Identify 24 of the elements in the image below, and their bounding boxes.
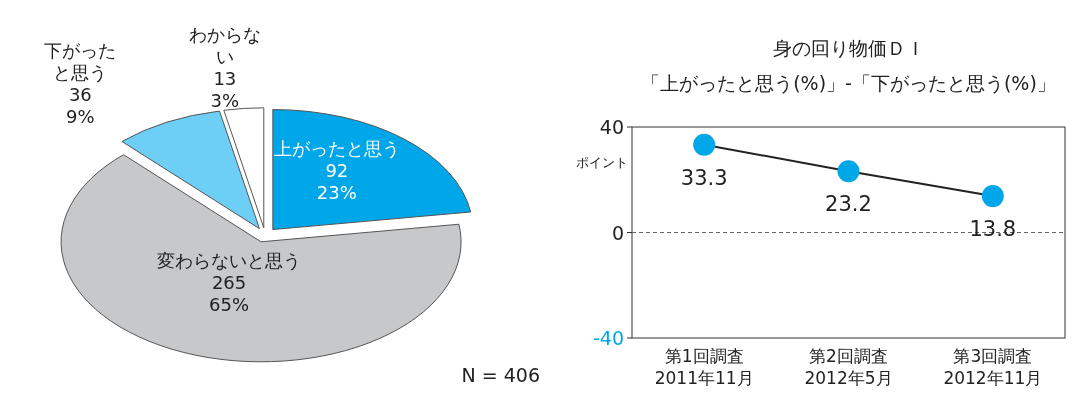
x-tick-label: 第3回調査 2012年11月 xyxy=(943,346,1043,388)
data-label: 13 3% xyxy=(210,67,240,111)
data-label: 92 23% xyxy=(316,160,357,204)
point xyxy=(837,160,860,183)
chart-subtitle: 「上がったと思う(%)」-「下がったと思う(%)」 xyxy=(641,72,1056,94)
text: N = 406 xyxy=(461,364,540,386)
data-label: 265 65% xyxy=(209,272,250,316)
data-label: 33.3 xyxy=(680,165,728,190)
slice-label: わからない xyxy=(188,23,261,67)
data-label: 13.8 xyxy=(969,217,1017,242)
data-label: 36 9% xyxy=(66,83,95,127)
slice-label: 上がったと思う xyxy=(273,138,400,160)
y-axis-title: ポイント xyxy=(576,155,628,170)
x-tick-label: 第1回調査 2011年11月 xyxy=(654,346,754,388)
slice-label: 変わらないと思う xyxy=(157,250,302,272)
slice-label: 下がったと思う xyxy=(44,39,117,83)
data-label: 23.2 xyxy=(825,192,872,217)
x-tick-label: 第2回調査 2012年5月 xyxy=(804,346,893,388)
point xyxy=(693,133,716,156)
y-tick-label: 40 xyxy=(599,116,624,138)
y-tick-label: 0 xyxy=(611,221,624,244)
point xyxy=(981,185,1004,208)
chart-title: 身の回り物価ＤＩ xyxy=(772,37,925,59)
y-tick-label: -40 xyxy=(592,327,624,349)
